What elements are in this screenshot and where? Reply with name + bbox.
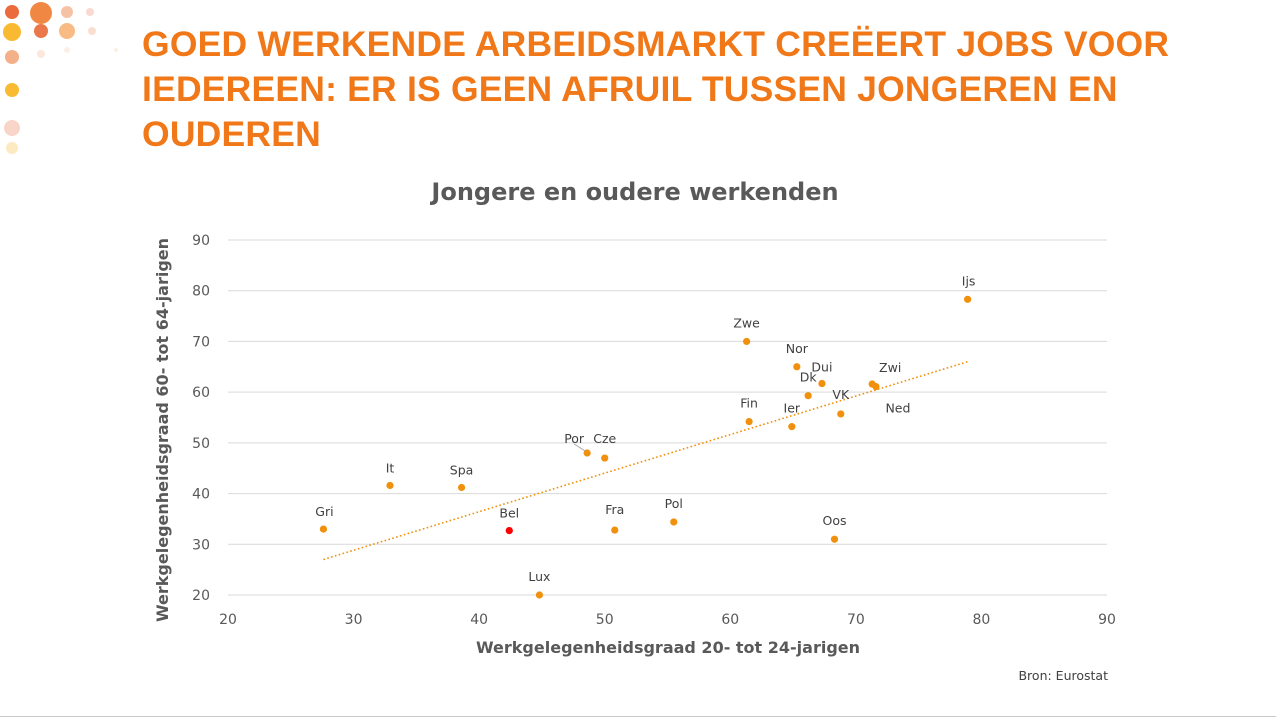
data-point-bel [505,526,513,535]
data-point-ned [872,382,880,391]
deco-dot [6,142,18,154]
x-tick-label: 80 [973,612,991,628]
x-tick-label: 20 [219,612,237,628]
data-point-spa [457,483,466,492]
trendline [323,360,968,561]
point-label-pol: Pol [665,496,683,511]
data-point-nor [793,363,801,371]
y-axis-ticks: 20 30 40 50 60 70 80 90 [192,233,210,604]
data-point-dui [818,379,826,388]
deco-dot [64,47,70,53]
y-tick-label: 20 [192,588,210,604]
data-point-vk [837,410,845,418]
point-label-ier: Ier [784,401,801,416]
decorative-dots [3,2,118,154]
deco-dot [86,8,94,16]
x-tick-label: 60 [721,612,739,628]
deco-dot [5,83,19,97]
deco-dot [114,48,118,52]
point-label-bel: Bel [499,506,519,521]
x-tick-label: 30 [345,612,363,628]
point-label-gri: Gri [315,504,333,519]
x-axis-label: Werkgelegenheidsgraad 20- tot 24-jarigen [476,638,860,657]
point-label-ijs: Ijs [962,273,976,288]
point-label-fin: Fin [740,396,758,411]
data-points [319,295,972,599]
x-tick-label: 50 [596,612,614,628]
deco-dot [37,50,45,58]
data-point-it [386,481,394,490]
y-tick-label: 30 [192,537,210,553]
deco-dot [34,24,48,38]
data-point-gri [319,525,328,533]
point-label-vk: VK [832,387,850,402]
point-label-ned: Ned [885,401,910,416]
point-label-lux: Lux [528,569,550,584]
footer-divider [0,716,1276,717]
data-point-fin [745,417,753,426]
trendline-group [323,360,968,561]
chart-title: Jongere en oudere werkenden [429,178,838,206]
deco-dot [59,23,75,39]
point-label-dk: Dk [800,370,818,385]
deco-dot [5,50,19,64]
data-point-dk [804,392,812,400]
x-axis-ticks: 20 30 40 50 60 70 80 90 [219,612,1116,628]
data-point-cze [601,454,609,462]
deco-dot [5,5,19,19]
y-tick-label: 80 [192,284,210,300]
data-point-oos [830,535,839,543]
point-label-oos: Oos [823,513,847,528]
data-point-zwe [743,337,751,346]
point-label-dui: Dui [811,360,832,375]
data-point-ier [788,423,796,431]
y-tick-label: 40 [192,487,210,503]
data-point-ijs [964,295,972,303]
y-tick-label: 50 [192,436,210,452]
deco-dot [61,6,73,18]
point-label-por: Por [564,431,585,446]
data-point-por [583,449,591,457]
gridlines [228,239,1107,596]
point-label-nor: Nor [786,341,809,356]
leader-line [573,443,586,452]
source-note: Bron: Eurostat [1018,668,1108,683]
y-tick-label: 60 [192,385,210,401]
data-point-pol [670,518,678,526]
point-label-cze: Cze [593,431,616,446]
y-tick-label: 70 [192,334,210,350]
data-point-fra [611,526,619,534]
deco-dot [3,23,21,41]
y-tick-label: 90 [192,233,210,249]
point-label-it: It [386,460,395,475]
point-label-zwe: Zwe [733,315,760,330]
point-label-fra: Fra [605,502,624,517]
x-tick-label: 70 [847,612,865,628]
point-labels: Gri It Spa Bel Lux Por Cze Fra Pol Zwe Fin Ier Nor Dk… [315,273,975,584]
deco-dot [88,27,96,35]
deco-dot [30,2,52,24]
data-point-lux [535,591,544,599]
y-axis-label: Werkgelegenheidsgraad 60- tot 64-jarigen [153,238,172,622]
point-label-spa: Spa [450,462,474,477]
point-label-zwi: Zwi [879,360,901,375]
deco-dot [4,120,20,136]
slide-title: GOED WERKENDE ARBEIDSMARKT CREËERT JOBS … [142,24,1170,154]
x-tick-label: 40 [470,612,488,628]
x-tick-label: 90 [1098,612,1116,628]
